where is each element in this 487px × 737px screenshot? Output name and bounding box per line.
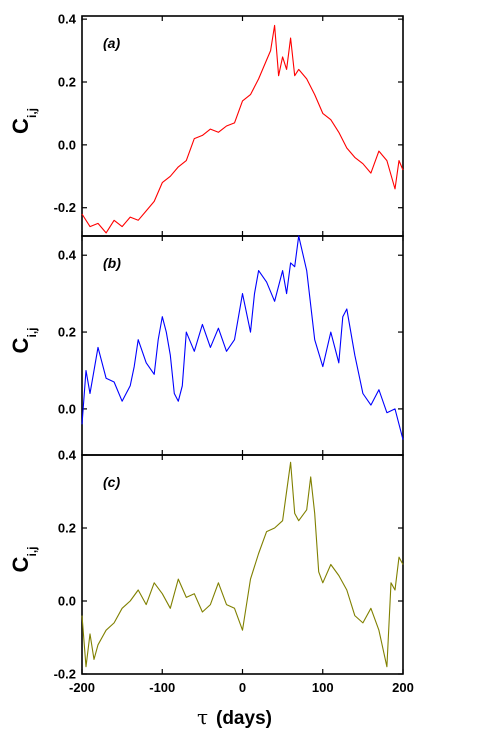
x-tick-label: -200 [69, 680, 95, 695]
x-tick-label: 100 [312, 680, 334, 695]
series-line [81, 24, 404, 234]
y-axis-label: C [8, 338, 33, 354]
panel-frame [81, 454, 404, 675]
y-axis-label: C [8, 557, 33, 573]
panel-frame [81, 235, 404, 456]
series-line [81, 461, 404, 668]
y-tick-label: 0.0 [58, 137, 76, 152]
x-axis-symbol: τ [197, 705, 208, 729]
series-line [81, 235, 404, 440]
y-tick-label: 0.4 [58, 448, 77, 463]
x-tick-labels: -200 -100 0 100 200 [69, 680, 414, 695]
y-tick-label: 0.0 [58, 401, 76, 416]
y-axis-label: C [8, 118, 33, 134]
panel-tag: (c) [103, 474, 120, 490]
y-axis-label-sub: i,j [25, 108, 39, 118]
y-tick-label: -0.2 [54, 667, 76, 682]
panels-group: -0.2 0.0 0.2 0.4 Ci,j (a) 0.0 0.2 0.4 Ci,j (b) -0.2… [8, 12, 404, 682]
y-tick-label: 0.2 [58, 521, 76, 536]
x-tick-label: 200 [392, 680, 414, 695]
y-axis-label-sub: i,j [25, 546, 39, 556]
y-axis-label-sub: i,j [25, 327, 39, 337]
y-tick-label: 0.2 [58, 325, 76, 340]
y-tick-label: 0.2 [58, 75, 76, 90]
panel-1: 0.0 0.2 0.4 Ci,j (b) [8, 235, 404, 456]
panel-2: -0.2 0.0 0.2 0.4 Ci,j (c) [8, 448, 404, 682]
y-tick-label: 0.4 [58, 248, 77, 263]
x-tick-label: 0 [239, 680, 246, 695]
y-tick-label: -0.2 [54, 200, 76, 215]
x-tick-label: -100 [149, 680, 175, 695]
panel-0: -0.2 0.0 0.2 0.4 Ci,j (a) [8, 12, 404, 237]
panel-frame [81, 15, 404, 237]
panel-tag: (a) [103, 35, 120, 51]
x-axis-label: (days) [216, 708, 272, 729]
y-tick-label: 0.0 [58, 594, 76, 609]
y-tick-label: 0.4 [58, 12, 77, 27]
panel-tag: (b) [103, 255, 121, 271]
